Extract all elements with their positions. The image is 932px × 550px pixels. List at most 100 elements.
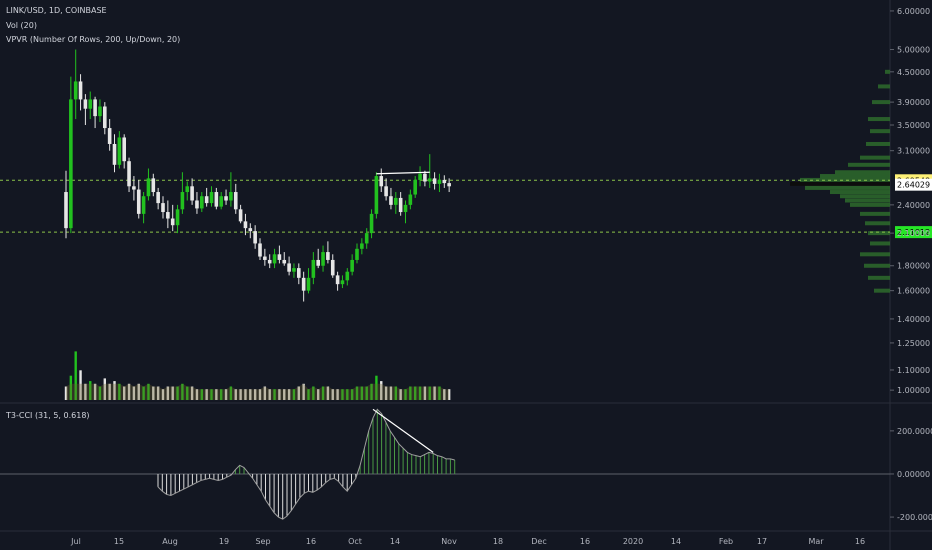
volume-bar bbox=[443, 389, 446, 400]
vpvr-row bbox=[800, 177, 890, 182]
volume-bar bbox=[414, 386, 417, 400]
volume-bar bbox=[360, 386, 364, 400]
cci-tick-label: 200.00000 bbox=[897, 427, 932, 436]
time-tick-label: 16 bbox=[855, 537, 865, 546]
level-price-badge bbox=[895, 226, 932, 239]
candle-body bbox=[238, 209, 243, 222]
candle-body bbox=[442, 179, 447, 184]
volume-bar bbox=[103, 378, 106, 400]
volume-bars bbox=[64, 351, 451, 400]
volume-bar bbox=[215, 389, 218, 400]
vpvr-indicator-label[interactable]: VPVR (Number Of Rows, 200, Up/Down, 20) bbox=[6, 35, 181, 44]
volume-bar bbox=[438, 386, 441, 400]
candle-body bbox=[107, 128, 112, 144]
volume-bar bbox=[297, 386, 300, 400]
volume-bar bbox=[161, 389, 165, 400]
time-tick-label: 14 bbox=[671, 537, 681, 546]
price-tick-label: 3.10000 bbox=[897, 147, 930, 156]
time-tick-label: Nov bbox=[441, 537, 457, 546]
vpvr-row bbox=[830, 190, 890, 195]
volume-bar bbox=[195, 389, 199, 400]
price-tick-label: 1.00000 bbox=[897, 386, 930, 395]
candle-body bbox=[272, 254, 277, 264]
candle-body bbox=[447, 183, 451, 187]
volume-bar bbox=[147, 383, 150, 400]
vpvr-row bbox=[820, 174, 890, 179]
candle-body bbox=[166, 212, 170, 219]
volume-indicator-label[interactable]: Vol (20) bbox=[6, 21, 37, 30]
candle-body bbox=[209, 192, 214, 204]
candle-body bbox=[180, 192, 185, 210]
candle-body bbox=[229, 192, 233, 201]
vpvr-row bbox=[872, 100, 890, 105]
vpvr-row bbox=[860, 211, 890, 216]
volume-bar bbox=[79, 370, 82, 400]
candle-body bbox=[146, 178, 151, 197]
vpvr-row bbox=[870, 129, 890, 134]
time-tick-label: Dec bbox=[531, 537, 546, 546]
candle-body bbox=[170, 218, 175, 226]
price-tick-label: 1.40000 bbox=[897, 315, 930, 324]
volume-bar bbox=[302, 383, 305, 400]
time-tick-label: 15 bbox=[114, 537, 124, 546]
level-price-label: 2.64029 bbox=[897, 181, 930, 190]
vpvr-row bbox=[868, 231, 890, 236]
candle-body bbox=[156, 192, 160, 204]
candle-body bbox=[432, 178, 437, 184]
candle-body bbox=[112, 143, 117, 165]
candle-body bbox=[69, 99, 73, 229]
candle-body bbox=[321, 252, 325, 266]
candle-body bbox=[93, 99, 97, 117]
cci-indicator-label[interactable]: T3-CCI (31, 5, 0.618) bbox=[6, 411, 90, 420]
volume-bar bbox=[428, 386, 431, 400]
candle-body bbox=[316, 259, 320, 266]
level-price-label: 2.11012 bbox=[897, 228, 930, 237]
candle-body bbox=[151, 178, 156, 193]
candle-body bbox=[297, 268, 301, 278]
price-tick-label: 1.10000 bbox=[897, 366, 930, 375]
candle-body bbox=[122, 137, 126, 162]
candle-body bbox=[350, 259, 354, 272]
candle-body bbox=[326, 252, 330, 260]
candle-body bbox=[233, 192, 238, 210]
volume-bar bbox=[326, 386, 330, 400]
candle-body bbox=[413, 179, 417, 195]
candle-body bbox=[306, 277, 311, 291]
candle-body bbox=[136, 189, 141, 214]
time-tick-label: 16 bbox=[580, 537, 590, 546]
candle-body bbox=[263, 256, 267, 260]
candle-body bbox=[73, 81, 78, 100]
time-tick-label: Oct bbox=[348, 537, 362, 546]
price-tick-label: 5.00000 bbox=[897, 46, 930, 55]
candle-body bbox=[258, 243, 262, 257]
candle-body bbox=[161, 203, 165, 213]
price-tick-label: 3.90000 bbox=[897, 98, 930, 107]
candle-body bbox=[200, 196, 204, 209]
candle-body bbox=[83, 99, 88, 109]
volume-bar bbox=[93, 383, 97, 400]
volume-ma-area bbox=[66, 383, 450, 400]
vpvr-row bbox=[840, 194, 890, 199]
candle-body bbox=[360, 243, 364, 249]
candle-body bbox=[78, 81, 83, 100]
volume-bar bbox=[156, 386, 160, 400]
volume-bar bbox=[205, 389, 208, 400]
candle-body bbox=[408, 194, 413, 205]
candle-body bbox=[219, 196, 223, 207]
volume-bar bbox=[118, 383, 121, 400]
volume-bar bbox=[346, 389, 349, 400]
volume-bar bbox=[418, 386, 422, 400]
volume-bar bbox=[278, 389, 281, 400]
price-trendline bbox=[376, 171, 430, 175]
chart-title: LINK/USD, 1D, COINBASE bbox=[6, 6, 107, 15]
volume-bar bbox=[355, 386, 359, 400]
candle-body bbox=[175, 209, 180, 226]
candle-body bbox=[287, 263, 291, 272]
candle-body bbox=[248, 228, 253, 232]
volume-bar bbox=[200, 389, 203, 400]
candle-body bbox=[311, 259, 316, 278]
volume-bar bbox=[84, 383, 87, 400]
time-tick-label: 16 bbox=[306, 537, 316, 546]
cci-tick-label: -200.00000 bbox=[897, 513, 932, 522]
